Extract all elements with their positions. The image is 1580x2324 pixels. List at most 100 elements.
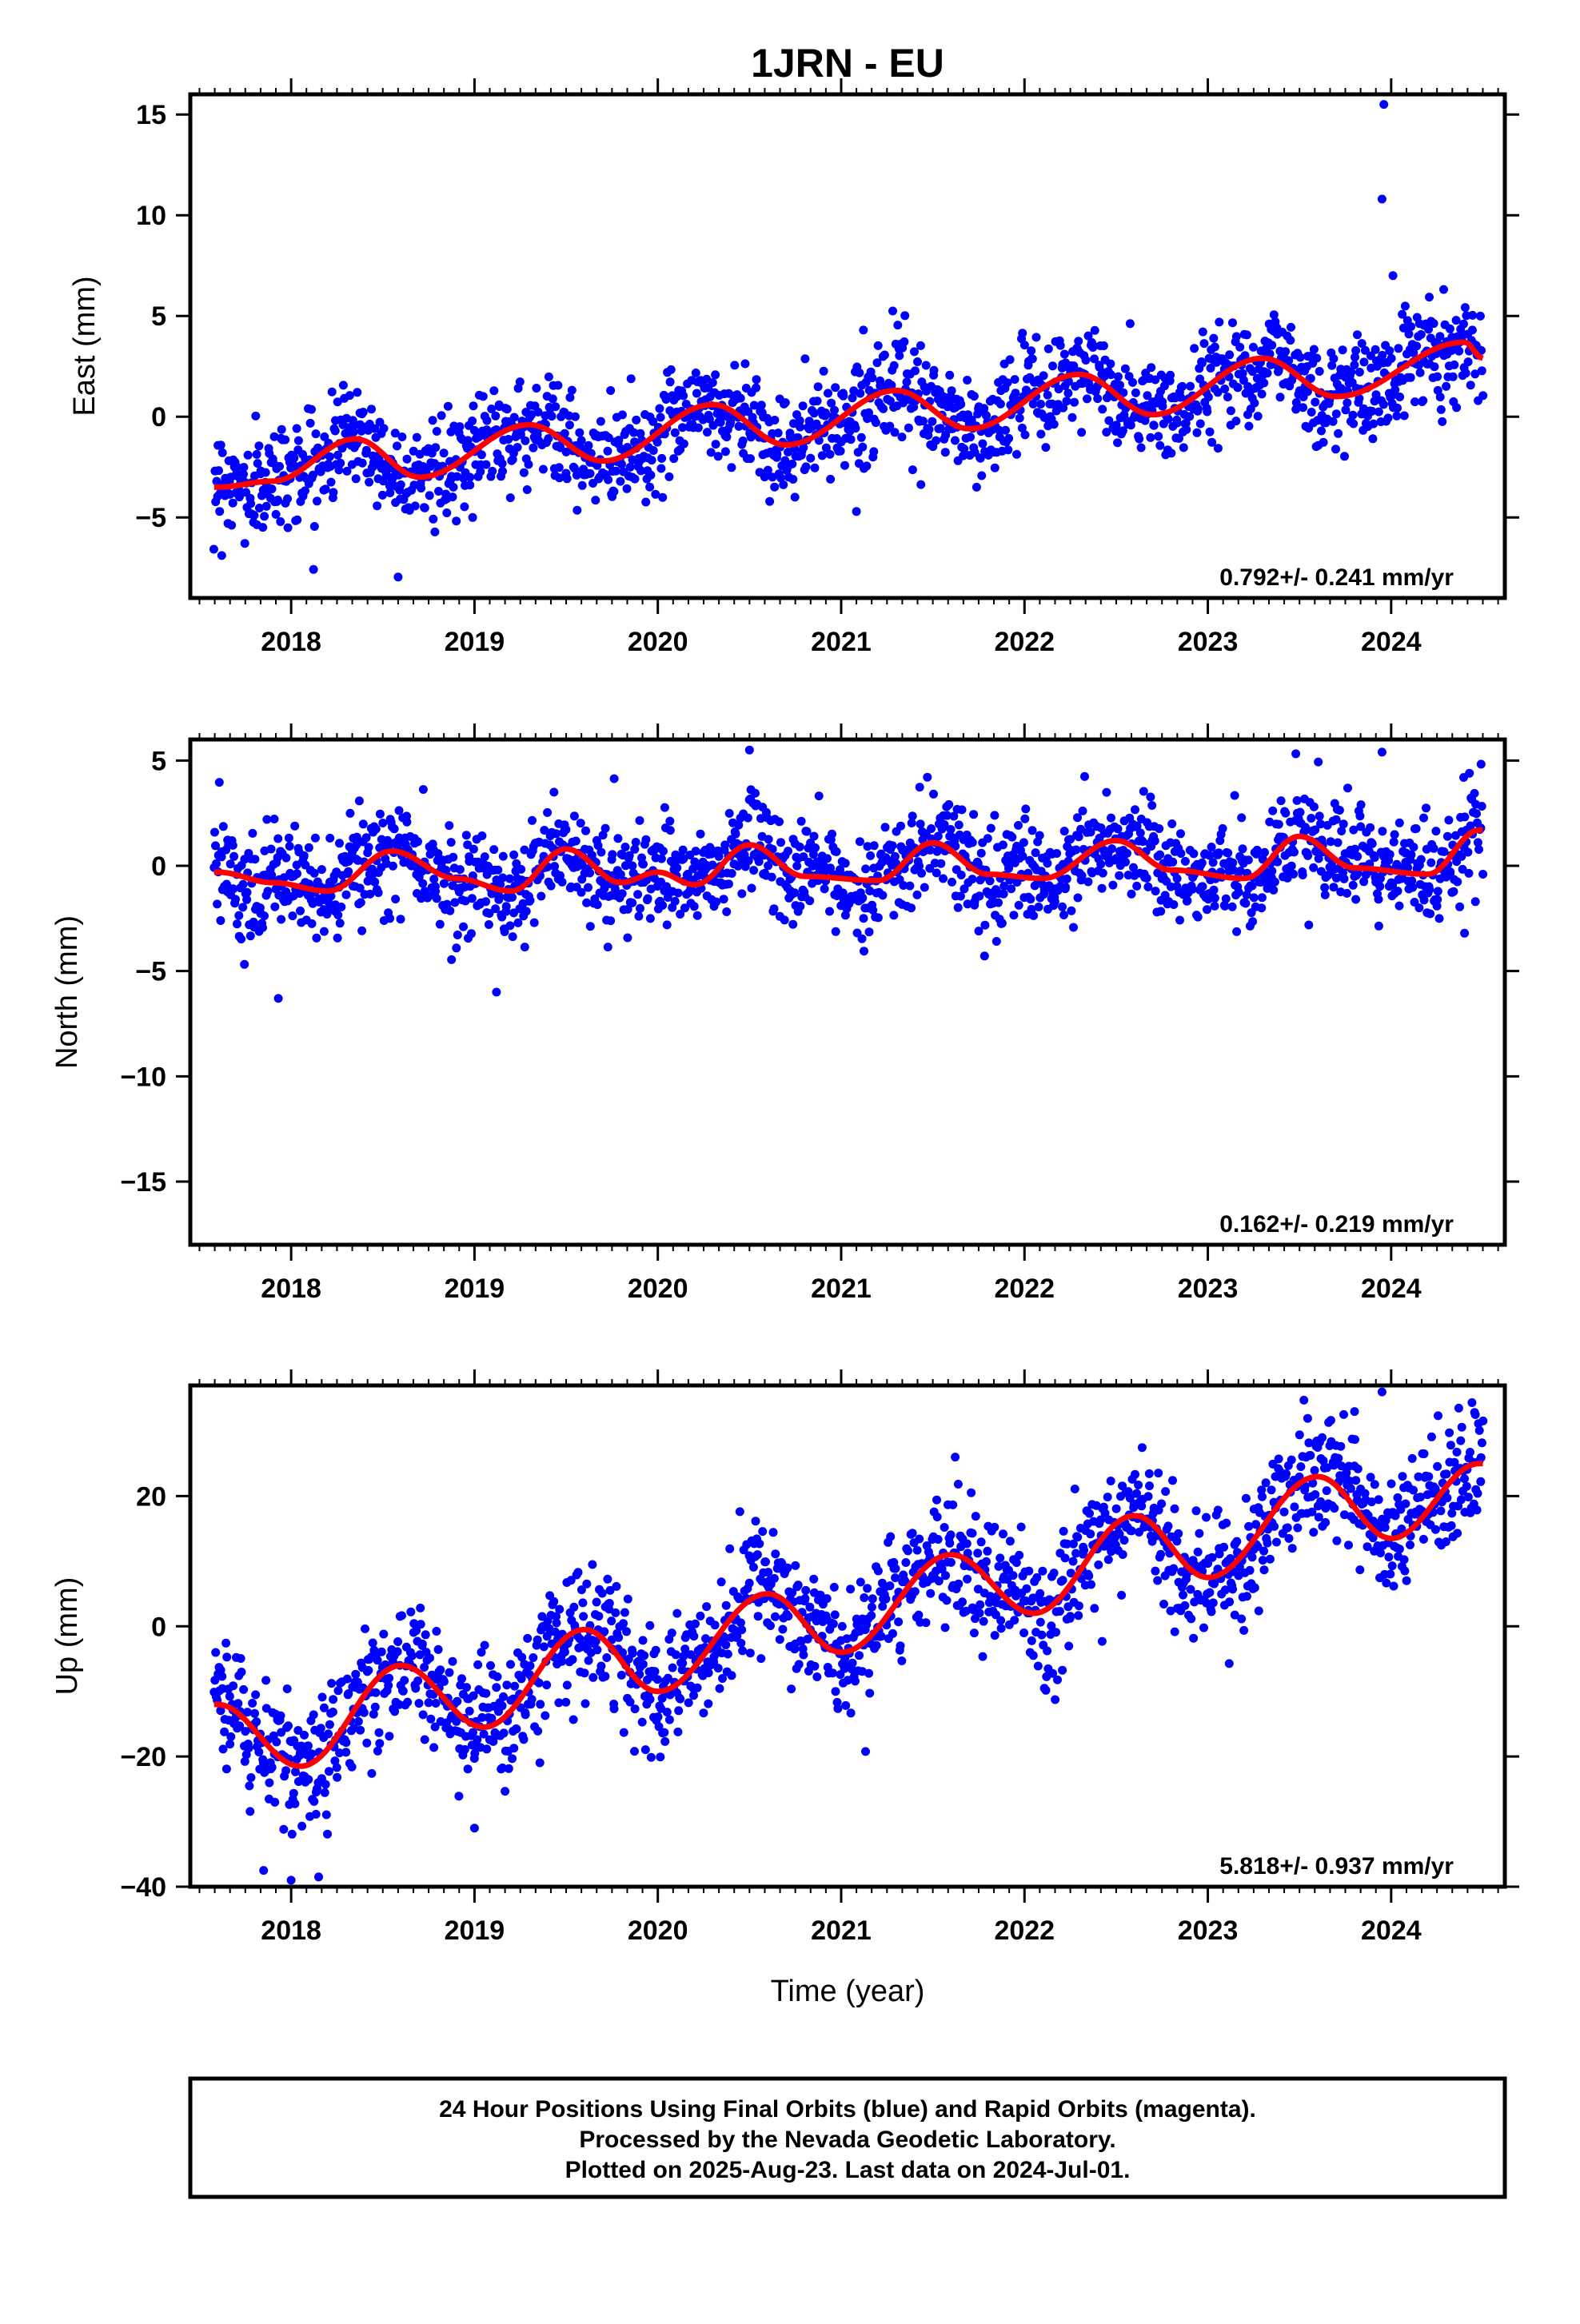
east-data-point bbox=[306, 419, 315, 428]
east-data-point bbox=[553, 381, 562, 390]
east-data-point bbox=[1203, 408, 1211, 417]
north-data-point bbox=[1253, 846, 1262, 855]
north-outlier-point bbox=[274, 994, 283, 1003]
north-data-point bbox=[1355, 811, 1364, 820]
east-data-point bbox=[249, 511, 258, 520]
up-data-point bbox=[397, 1611, 406, 1620]
east-data-point bbox=[449, 492, 457, 501]
east-data-point bbox=[1068, 413, 1077, 422]
north-data-point bbox=[636, 904, 644, 913]
east-data-point bbox=[1227, 406, 1235, 415]
up-data-point bbox=[1094, 1561, 1103, 1569]
north-data-point bbox=[502, 902, 511, 911]
east-data-point bbox=[555, 463, 564, 472]
up-data-point bbox=[1169, 1565, 1178, 1573]
east-data-point bbox=[1220, 385, 1229, 393]
north-data-point bbox=[606, 916, 615, 925]
east-data-point bbox=[799, 401, 808, 410]
east-data-point bbox=[888, 307, 897, 316]
up-data-point bbox=[533, 1727, 542, 1736]
up-data-point bbox=[736, 1639, 745, 1648]
east-data-point bbox=[479, 392, 488, 401]
north-data-point bbox=[1349, 881, 1358, 890]
north-data-point bbox=[1127, 890, 1136, 899]
north-outlier-point bbox=[1460, 929, 1469, 938]
east-data-point bbox=[214, 466, 223, 475]
north-data-point bbox=[1455, 903, 1464, 911]
up-data-point bbox=[251, 1690, 260, 1699]
up-data-point bbox=[982, 1557, 991, 1566]
north-data-point bbox=[916, 783, 924, 791]
east-outlier-point bbox=[1378, 195, 1386, 204]
north-data-point bbox=[913, 891, 922, 899]
north-data-point bbox=[537, 892, 545, 901]
up-data-point bbox=[699, 1708, 708, 1717]
north-data-point bbox=[604, 943, 612, 951]
north-data-point bbox=[671, 897, 680, 906]
east-data-point bbox=[328, 388, 337, 397]
north-data-point bbox=[1470, 789, 1479, 798]
up-data-point bbox=[795, 1660, 804, 1668]
east-data-point bbox=[489, 386, 498, 395]
north-data-point bbox=[1434, 887, 1442, 895]
north-data-point bbox=[397, 915, 405, 923]
east-data-point bbox=[551, 402, 560, 411]
north-data-point bbox=[874, 913, 883, 922]
north-data-point bbox=[797, 817, 806, 826]
north-data-point bbox=[658, 901, 667, 910]
up-data-point bbox=[1027, 1636, 1036, 1645]
north-data-point bbox=[693, 911, 702, 920]
east-data-point bbox=[1406, 322, 1415, 331]
east-data-point bbox=[781, 398, 790, 407]
up-data-point bbox=[581, 1668, 589, 1677]
up-data-point bbox=[322, 1811, 331, 1820]
north-data-point bbox=[1009, 911, 1018, 919]
north-data-point bbox=[1183, 896, 1191, 905]
up-data-point bbox=[684, 1698, 693, 1707]
up-data-point bbox=[521, 1710, 530, 1719]
up-data-point bbox=[668, 1664, 677, 1672]
east-data-point bbox=[437, 411, 446, 420]
up-data-point bbox=[620, 1608, 629, 1617]
north-data-point bbox=[1472, 809, 1481, 818]
up-data-point bbox=[1035, 1589, 1044, 1598]
up-data-point bbox=[406, 1608, 415, 1616]
east-data-point bbox=[1243, 330, 1251, 339]
east-y-tick-label: 5 bbox=[151, 301, 166, 332]
up-data-point bbox=[369, 1639, 377, 1648]
east-data-point bbox=[1452, 316, 1461, 325]
east-data-point bbox=[868, 373, 876, 382]
up-data-point bbox=[922, 1618, 931, 1627]
north-data-point bbox=[229, 852, 238, 861]
north-data-point bbox=[907, 903, 916, 912]
north-data-point bbox=[1368, 839, 1377, 848]
east-data-point bbox=[510, 413, 519, 422]
north-data-point bbox=[732, 830, 740, 839]
east-data-point bbox=[1231, 417, 1240, 425]
up-data-point bbox=[481, 1641, 489, 1650]
north-data-point bbox=[1390, 830, 1399, 839]
up-data-point bbox=[592, 1598, 601, 1607]
up-data-point bbox=[617, 1671, 626, 1680]
east-data-point bbox=[658, 493, 667, 502]
north-data-point bbox=[229, 841, 237, 850]
east-data-point bbox=[1392, 412, 1401, 421]
east-y-tick-label: 0 bbox=[151, 402, 166, 433]
up-data-point bbox=[569, 1716, 578, 1724]
east-data-point bbox=[779, 480, 788, 489]
east-data-point bbox=[904, 424, 913, 433]
north-data-point bbox=[748, 884, 756, 893]
east-data-point bbox=[1232, 332, 1241, 341]
up-data-point bbox=[915, 1535, 924, 1544]
up-data-point bbox=[415, 1699, 424, 1708]
east-data-point bbox=[916, 341, 925, 350]
north-data-point bbox=[986, 876, 995, 885]
north-data-point bbox=[462, 831, 471, 839]
up-data-point bbox=[977, 1537, 986, 1546]
up-data-point bbox=[614, 1633, 623, 1642]
north-data-point bbox=[1198, 859, 1207, 867]
east-data-point bbox=[403, 455, 412, 464]
east-data-point bbox=[1368, 434, 1377, 443]
east-data-point bbox=[575, 429, 584, 437]
